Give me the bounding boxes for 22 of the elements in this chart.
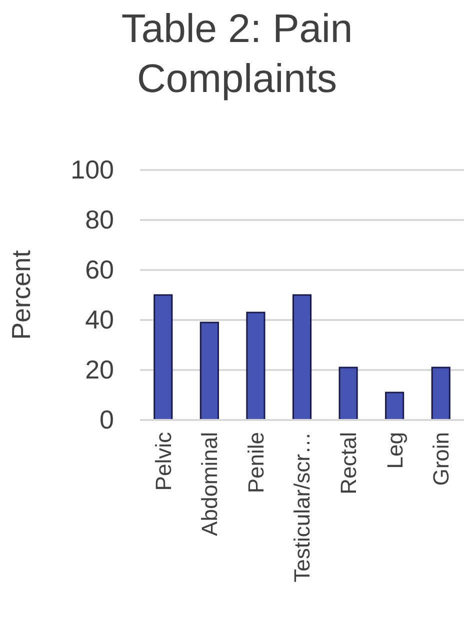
x-tick-label: Leg (382, 432, 408, 469)
bar (292, 294, 312, 421)
x-tick-label: Penile (243, 432, 268, 494)
chart-title: Table 2: Pain Complaints (121, 7, 353, 101)
bar (385, 392, 404, 421)
y-tick-label: 100 (70, 154, 114, 184)
bar (154, 294, 173, 421)
y-axis-title: Percent (6, 249, 36, 340)
x-tick-label: Pelvic (150, 432, 176, 491)
x-tick-label: Rectal (336, 432, 361, 494)
y-tick-label: 0 (100, 404, 114, 434)
x-tick-label: Abdominal (197, 432, 222, 536)
bar (200, 322, 219, 421)
y-tick-label: 80 (85, 204, 114, 234)
x-tick-label: Testicular/scr… (290, 432, 315, 582)
y-tick-label: 60 (85, 254, 114, 284)
bar (338, 366, 358, 421)
bar (431, 366, 450, 421)
x-tick-label: Groin (428, 432, 454, 486)
bar (246, 312, 266, 421)
y-tick-label: 40 (85, 304, 114, 334)
y-tick-label: 20 (85, 354, 114, 384)
